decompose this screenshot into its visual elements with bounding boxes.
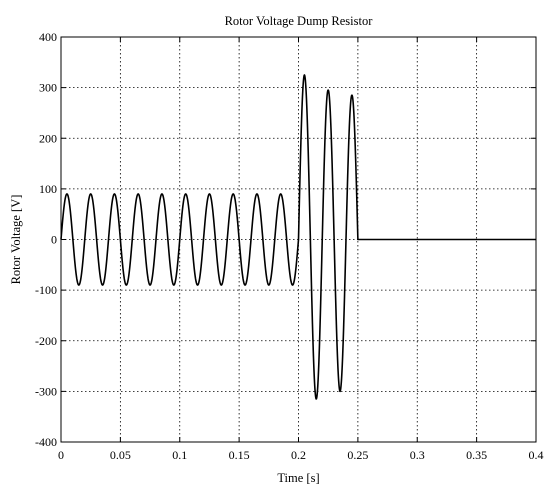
x-tick-label: 0.05 [110,448,131,462]
x-tick-labels: 0 0.05 0.1 0.15 0.2 0.25 0.3 0.35 0.4 [58,448,544,462]
y-tick-label: 400 [39,30,57,44]
x-tick-label: 0.2 [291,448,306,462]
x-tick-label: 0.1 [172,448,187,462]
x-tick-label: 0 [58,448,64,462]
data-layer [60,74,536,400]
x-tick-label: 0.3 [410,448,425,462]
x-tick-label: 0.15 [229,448,250,462]
x-axis-label: Time [s] [277,471,319,485]
grid [61,37,536,442]
y-tick-labels: -400 -300 -200 -100 0 100 200 300 400 [35,30,57,449]
y-tick-label: -100 [35,283,57,297]
ticks [60,36,537,443]
y-tick-label: -300 [35,384,57,398]
y-tick-label: -200 [35,334,57,348]
y-tick-label: 100 [39,182,57,196]
y-tick-label: 300 [39,81,57,95]
y-tick-label: -400 [35,435,57,449]
x-tick-label: 0.4 [529,448,544,462]
y-tick-label: 200 [39,131,57,145]
chart-title: Rotor Voltage Dump Resistor [225,14,374,28]
x-tick-label: 0.25 [347,448,368,462]
y-tick-label: 0 [51,233,57,247]
y-axis-label: Rotor Voltage [V] [9,195,23,285]
rotor-voltage-line [60,74,536,400]
x-tick-label: 0.35 [466,448,487,462]
